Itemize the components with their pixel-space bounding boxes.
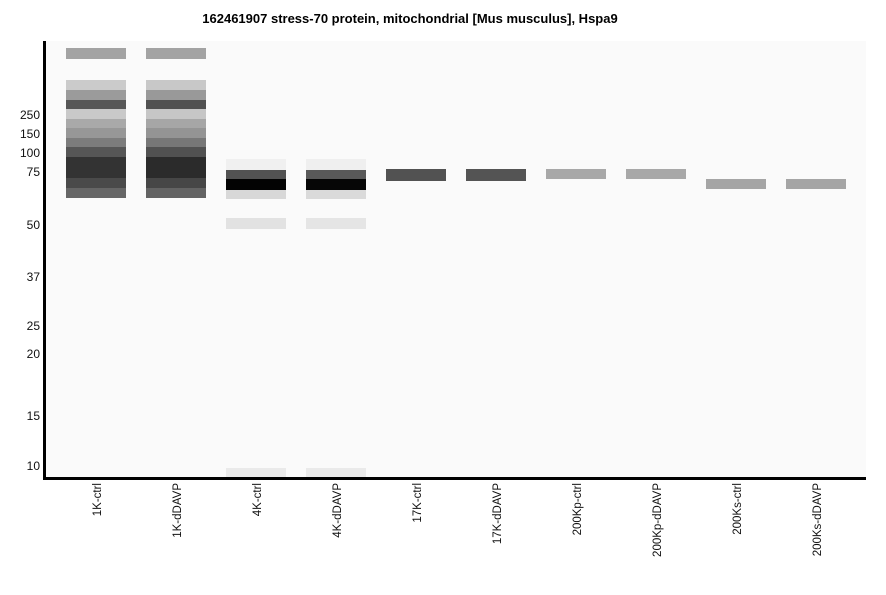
y-tick-label: 10: [26, 459, 40, 473]
y-tick-label: 250: [19, 108, 40, 122]
gel-band: [146, 119, 206, 128]
y-tick-label: 20: [26, 347, 40, 361]
gel-band: [546, 169, 606, 179]
gel-band: [146, 109, 206, 119]
gel-band: [146, 188, 206, 198]
plot-area: [46, 41, 866, 477]
x-tick-label: 200Ks-ctrl: [732, 483, 744, 535]
x-tick-label: 17K-dDAVP: [492, 483, 504, 545]
gel-band: [66, 138, 126, 147]
y-tick-label: 150: [19, 127, 40, 141]
x-tick-label: 4K-dDAVP: [332, 483, 344, 538]
x-tick-label: 17K-ctrl: [412, 483, 424, 523]
x-tick-label: 200Kp-dDAVP: [652, 483, 664, 557]
x-axis-line: [43, 477, 866, 480]
y-tick-label: 75: [26, 165, 40, 179]
gel-band: [306, 179, 366, 190]
gel-band: [226, 218, 286, 229]
x-tick-label: 1K-dDAVP: [172, 483, 184, 538]
gel-band: [66, 128, 126, 138]
gel-band: [306, 190, 366, 199]
gel-band: [66, 188, 126, 198]
gel-band: [66, 90, 126, 100]
gel-band: [226, 468, 286, 477]
gel-band: [146, 48, 206, 59]
gel-band: [146, 138, 206, 147]
gel-band: [386, 169, 446, 181]
y-tick-label: 25: [26, 319, 40, 333]
gel-band: [226, 159, 286, 170]
chart-title: 162461907 stress-70 protein, mitochondri…: [202, 11, 618, 26]
y-axis-line: [43, 41, 46, 480]
gel-band: [146, 178, 206, 188]
gel-band: [66, 119, 126, 128]
gel-band: [146, 100, 206, 109]
gel-band: [226, 179, 286, 190]
gel-band: [146, 128, 206, 138]
gel-band: [66, 109, 126, 119]
gel-band: [306, 218, 366, 229]
gel-band: [706, 179, 766, 189]
gel-band: [466, 169, 526, 181]
gel-band: [66, 178, 126, 188]
gel-band: [66, 157, 126, 178]
y-tick-label: 50: [26, 218, 40, 232]
y-tick-label: 15: [26, 409, 40, 423]
x-tick-label: 4K-ctrl: [252, 483, 264, 517]
gel-band: [786, 179, 846, 189]
gel-band: [66, 100, 126, 109]
x-tick-label: 200Kp-ctrl: [572, 483, 584, 536]
gel-band: [306, 159, 366, 170]
gel-band: [626, 169, 686, 179]
gel-band: [146, 157, 206, 178]
gel-band: [306, 170, 366, 179]
gel-band: [306, 468, 366, 477]
gel-band: [66, 147, 126, 157]
gel-band: [146, 147, 206, 157]
gel-band: [66, 48, 126, 59]
gel-band: [66, 80, 126, 90]
gel-band: [226, 170, 286, 179]
gel-band: [146, 80, 206, 90]
x-tick-label: 200Ks-dDAVP: [812, 483, 824, 557]
gel-band: [226, 190, 286, 199]
y-tick-label: 37: [26, 270, 40, 284]
x-tick-label: 1K-ctrl: [92, 483, 104, 517]
y-tick-label: 100: [19, 146, 40, 160]
gel-band: [146, 90, 206, 100]
